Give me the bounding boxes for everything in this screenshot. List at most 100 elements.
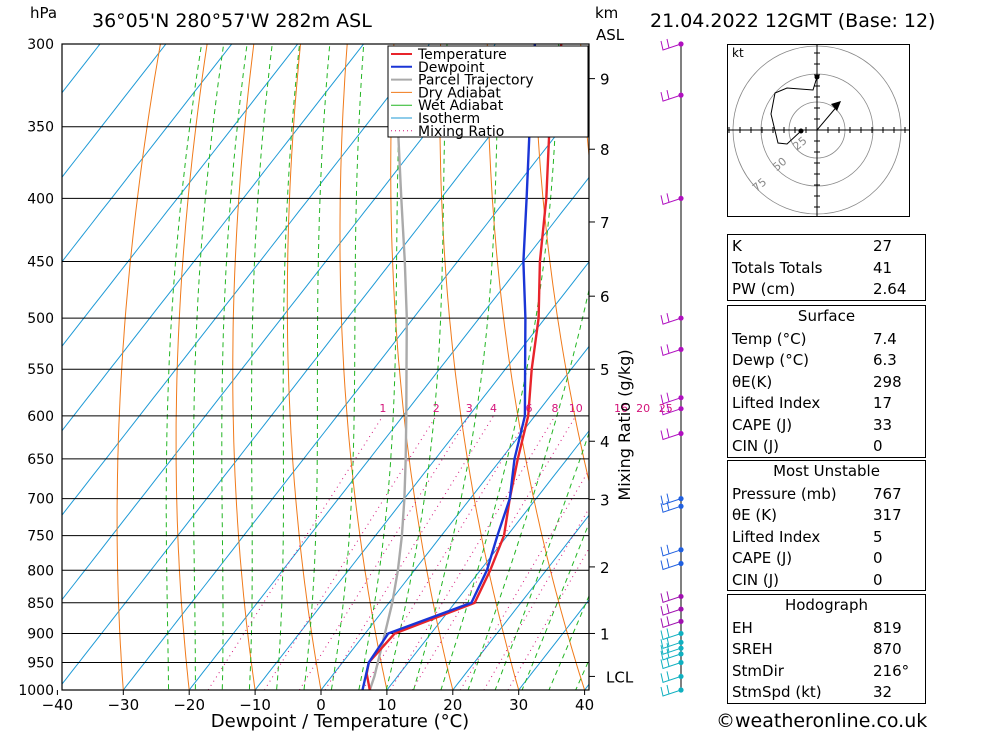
mixing-ratio-label: 1 [379,402,386,415]
wet-adiabat-line [165,44,203,690]
station-location: 36°05'N 280°57'W 282m ASL [92,10,372,32]
isotherm-line [62,44,233,263]
isotherm-line [62,44,365,432]
wind-barb [660,312,682,325]
x-tick-label: −10 [239,696,271,714]
sounding-datetime: 21.04.2022 12GMT (Base: 12) [650,10,936,32]
wind-barb [660,403,682,416]
wet-adiabat-line [193,44,225,690]
wind-level-dot [678,606,684,612]
km-tick-label: 4 [600,433,610,451]
pressure-tick-label: 850 [27,596,54,612]
mixing-ratio-axis-title: Mixing Ratio (g/kg) [615,349,634,500]
mixing-ratio-label: 20 [636,402,650,415]
mixing-ratio-label: 8 [552,402,559,415]
dry-adiabat-line [286,44,322,690]
mixing-ratio-line [507,547,589,690]
wind-barb [660,344,682,357]
mixing-ratio-label: 16 [614,402,628,415]
wind-level-dot [678,630,684,637]
dry-adiabat-line [175,44,208,690]
x-tick-label: 0 [316,696,326,714]
mixing-ratio-line [298,415,470,690]
isotherm-line [452,514,589,690]
km-tick-label: 5 [600,361,610,379]
wind-barb [660,684,682,697]
pressure-tick-label: 950 [27,655,54,671]
wind-level-dot [678,346,684,352]
pressure-tick-label: 700 [27,492,54,508]
isotherm-line [518,599,589,690]
surface-title: Surface [797,307,856,325]
hodograph-unit: kt [732,46,744,60]
km-tick-label: 9 [600,71,610,89]
legend-label: Mixing Ratio [418,124,504,140]
wind-barb [660,493,682,506]
legend-label: Wet Adiabat [418,98,504,114]
hodograph-title: Hodograph [784,596,869,614]
mixing-ratio-label: 25 [659,402,673,415]
pressure-tick-label: 450 [27,255,54,271]
legend-box [387,45,589,138]
wind-level-dot [678,195,684,201]
km-tick-label: 3 [600,491,610,509]
wind-barb [660,544,682,557]
isotherm-line [630,0,720,716]
pressure-tick-label: 600 [27,409,54,425]
x-tick-label: 30 [509,696,528,714]
dry-adiabat-line [711,0,720,716]
x-axis-title: Dewpoint / Temperature (°C) [211,711,469,732]
wind-level-dot [678,645,684,651]
wind-barb [660,89,682,102]
plot-frame [61,43,590,691]
wind-barb [660,616,682,629]
wind-barb [660,558,682,571]
most-unstable-title: Most Unstable [773,462,880,480]
axis-labels: 3003504004505005506006507007508008509009… [18,37,672,714]
wind-barb [660,38,682,51]
hodograph-indices-table: Hodograph EH 819 SREH 870 StmDir 216° StmSp… [727,594,926,704]
legend-label: Parcel Trajectory [418,73,534,89]
wet-adiabat-line [440,44,560,690]
mixing-ratio-label: 3 [466,402,473,415]
legend-label: Dry Adiabat [418,85,501,101]
wet-adiabat-line [221,44,248,690]
hodograph-trace [770,76,818,145]
index-row-totals: Totals Totals 41 [732,258,893,277]
pressure-tick-label: 1000 [18,683,54,699]
wind-barb [660,648,682,661]
pressure-tick-label: 550 [27,362,54,378]
pressure-tick-label: 300 [27,37,54,53]
dry-adiabat-line [622,0,720,716]
pressure-tick-label: 400 [27,191,54,207]
legend-label: Isotherm [418,111,480,127]
isotherm-line [62,44,167,178]
wind-barb [660,603,682,616]
general-indices-table: K 27 Totals Totals 41 PW (cm) 2.64 [727,234,926,301]
dry-adiabat-line [580,44,589,161]
wind-level-dot [678,315,684,321]
wet-adiabat-line [330,44,365,690]
wind-barb [660,671,682,684]
storm-motion-arrowhead [831,101,841,111]
mixing-ratio-line [389,415,556,690]
x-tick-label: −20 [173,696,205,714]
pressure-isobars [62,43,589,691]
mixing-ratio-label: 10 [569,402,583,415]
footer-credit: ©weatheronline.co.uk [716,710,928,732]
km-tick-label: 7 [600,214,610,232]
wind-barb [660,193,682,206]
wind-barb [660,591,682,604]
wind-barb [660,428,682,441]
wind-barb [660,643,682,655]
pressure-tick-label: 750 [27,529,54,545]
x-tick-label: 20 [443,696,462,714]
km-tick-label: 6 [600,288,610,306]
surface-indices-table: Surface Temp (°C) 7.4 Dewp (°C) 6.3 θE(K) 2… [727,305,926,458]
background-lines [62,0,720,716]
asl-unit-label: ASL [596,26,625,44]
temperature-profile [365,44,563,690]
km-unit-label: km [595,4,619,22]
